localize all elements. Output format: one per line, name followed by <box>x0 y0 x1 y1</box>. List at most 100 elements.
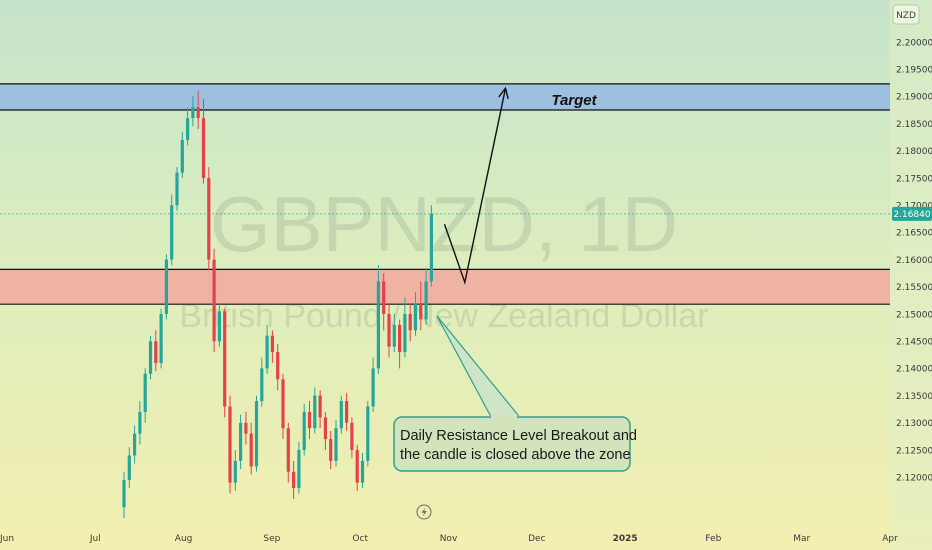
x-tick-label: Mar <box>793 534 810 544</box>
candle-body <box>175 172 179 206</box>
callout-line-1: Daily Resistance Level Breakout and <box>400 428 637 444</box>
projection-arrowhead <box>498 86 509 100</box>
currency-label: NZD <box>896 11 916 21</box>
callout-line-2: the candle is closed above the zone <box>400 447 631 463</box>
x-tick-label: Aug <box>175 534 193 544</box>
last-price-tag <box>892 206 932 221</box>
candle-body <box>164 259 168 314</box>
x-tick-label: Jul <box>89 534 101 544</box>
y-tick-label: 2.20000 <box>896 38 932 48</box>
candle-body <box>313 395 317 429</box>
candle-body <box>334 428 338 461</box>
projection-arrow-line[interactable] <box>443 88 507 286</box>
y-tick-label: 2.12000 <box>896 474 932 484</box>
candle-body <box>254 401 259 467</box>
y-tick-label: 2.15500 <box>896 283 932 293</box>
candle-body <box>186 118 190 140</box>
x-tick-label: Dec <box>528 534 545 544</box>
candle-body <box>122 479 126 508</box>
price-axis-background <box>890 0 932 550</box>
candle-body <box>249 433 253 467</box>
callout-seam-cover <box>491 414 517 419</box>
candle-body <box>345 401 349 423</box>
y-tick-label: 2.18000 <box>896 147 932 157</box>
candle-body <box>302 411 306 450</box>
candle-body <box>292 471 296 489</box>
candle-body <box>398 324 402 353</box>
y-tick-label: 2.17000 <box>896 202 932 212</box>
candle-body <box>133 433 137 456</box>
candle-body <box>276 352 280 380</box>
zone-target[interactable] <box>0 83 890 110</box>
candle-body <box>350 422 354 450</box>
candle-body <box>286 428 290 472</box>
candle-body <box>270 335 274 353</box>
candle-body <box>148 341 153 374</box>
candle-body <box>297 450 301 489</box>
candle-body <box>339 401 343 429</box>
y-tick-label: 2.14000 <box>896 365 932 375</box>
y-tick-label: 2.16000 <box>896 256 932 266</box>
candle-body <box>217 311 221 342</box>
candle-body <box>201 118 206 178</box>
zone-resistance[interactable] <box>0 269 890 305</box>
candle-body <box>424 281 428 320</box>
y-tick-label: 2.18500 <box>896 120 932 130</box>
candle-body <box>307 411 312 429</box>
candle-body <box>207 178 211 260</box>
candle-body <box>371 368 375 407</box>
candle-body <box>212 259 216 342</box>
price-zones <box>0 83 890 305</box>
candle-body <box>419 303 423 320</box>
y-tick-label: 2.14500 <box>896 338 932 348</box>
candle-body <box>392 324 396 347</box>
y-tick-label: 2.13000 <box>896 419 932 429</box>
candle-body <box>265 335 269 369</box>
y-tick-label: 2.16500 <box>896 229 932 239</box>
y-tick-label: 2.19000 <box>896 93 932 103</box>
candle-body <box>260 368 264 402</box>
candle-body <box>180 139 184 173</box>
candle-body <box>413 303 418 331</box>
candle-body <box>429 213 433 282</box>
price-axis[interactable]: NZD 2.20000 2.19500 2.19000 2.18500 2.18000 2… <box>890 0 932 550</box>
candle-body <box>239 422 243 461</box>
x-tick-label: Nov <box>440 534 458 544</box>
candle-body <box>403 314 407 353</box>
candles-group <box>122 90 433 518</box>
candle-body <box>387 314 391 347</box>
candle-body <box>196 107 200 119</box>
candle-body <box>329 439 333 461</box>
y-tick-label: 2.19500 <box>896 66 932 76</box>
candle-body <box>382 281 386 314</box>
candle-body <box>138 411 142 434</box>
last-price-tag-text: 2.16840 <box>893 210 930 220</box>
x-tick-label: Apr <box>882 534 898 544</box>
candle-body <box>143 373 147 412</box>
candle-body <box>154 341 158 363</box>
x-tick-label: Jun <box>0 534 14 544</box>
symbol-watermark: GBPNZD, 1D British Pound / New Zealand D… <box>179 180 708 335</box>
candle-body <box>360 460 365 483</box>
candle-body <box>170 205 174 260</box>
time-axis[interactable]: Jun Jul Aug Sep Oct Nov Dec 2025 Feb Mar Apr <box>0 534 898 544</box>
candle-body <box>159 314 163 363</box>
target-label: Target <box>551 92 597 109</box>
drawings: Target Daily Resistance Level Breakout a… <box>393 86 637 472</box>
x-tick-label: Oct <box>352 534 368 544</box>
y-tick-label: 2.12500 <box>896 446 932 456</box>
candle-body <box>228 406 232 483</box>
candle-body <box>233 460 237 483</box>
lightning-icon[interactable] <box>416 504 432 520</box>
y-tick-label: 2.17500 <box>896 174 932 184</box>
currency-badge[interactable] <box>892 4 920 25</box>
x-tick-label: Sep <box>263 534 280 544</box>
x-tick-label: 2025 <box>613 534 638 544</box>
candle-body <box>323 417 327 440</box>
candle-body <box>281 379 285 429</box>
candle-body <box>191 107 195 119</box>
y-tick-label: 2.13500 <box>896 392 932 402</box>
x-tick-label: Feb <box>705 534 721 544</box>
candle-body <box>223 311 227 407</box>
